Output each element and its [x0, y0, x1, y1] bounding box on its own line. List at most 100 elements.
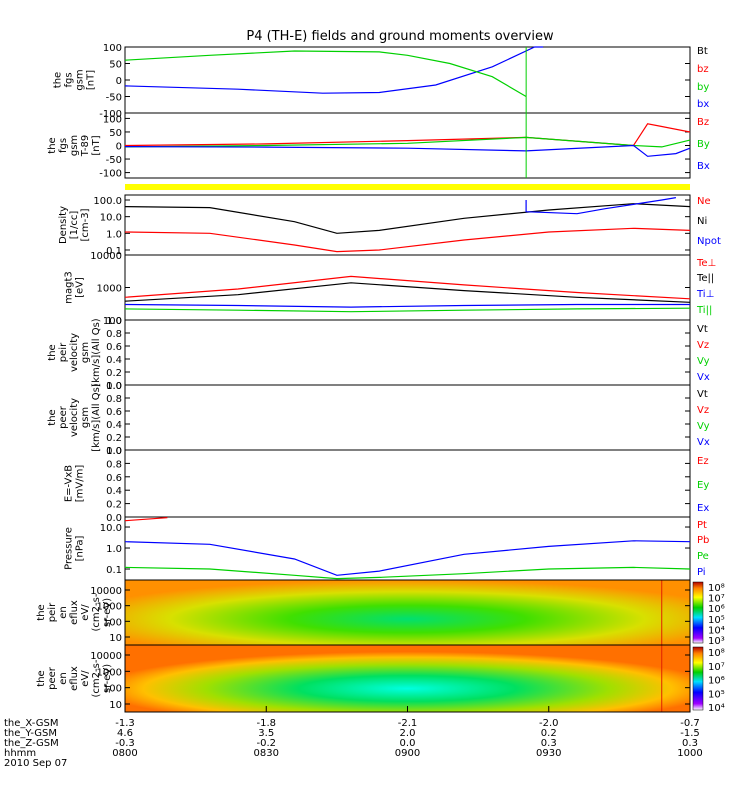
- series-Te||: [124, 282, 691, 303]
- panel-peer: 1.0 0.8 0.6 0.4 0.2 0.0 thepeervelocitygsm[km/…: [47, 381, 710, 457]
- y-axis-label: thepeerenefluxeV/(cm2-s-sr-eV): [36, 659, 113, 697]
- y-tick-label: 1.0: [106, 316, 122, 327]
- colorbar-peer_spec: 10⁸ 10⁷ 10⁶ 10⁵ 10⁴: [692, 646, 725, 714]
- y-axis-label-line: velocity: [69, 333, 80, 372]
- series-Ne: [124, 227, 691, 253]
- y-axis-label-line: E=-VxB: [64, 465, 75, 502]
- y-axis-label-line: [cm-3]: [80, 208, 91, 241]
- y-tick-label: 0.6: [106, 473, 122, 484]
- spectrogram-peer_spec: [125, 645, 690, 712]
- panel-frame: [124, 384, 691, 451]
- colorbar-tick: 10⁷: [708, 594, 725, 605]
- legend-bz: bz: [697, 64, 709, 75]
- panel-fgs: 100 50 0 -50 -100 thefgsgsm[nT] Bt bz by bx: [53, 43, 710, 120]
- y-axis-label-line: the: [53, 72, 64, 88]
- y-tick-label: 50: [109, 60, 122, 71]
- panel-frame: [124, 194, 691, 256]
- y-axis-label-line: eV/: [80, 604, 91, 621]
- y-axis-label-line: eV/: [80, 670, 91, 687]
- y-tick-label: 0.4: [106, 355, 122, 366]
- colorbar-tick: 10⁴: [708, 703, 725, 714]
- series-Ti||: [124, 307, 691, 313]
- y-tick-label: 0.2: [106, 500, 122, 511]
- y-axis-label-line: eflux: [69, 666, 80, 691]
- series-Ni: [124, 203, 691, 234]
- panel-peir_spec: 10⁸10⁷10⁶10⁵10⁴10³10000100010010thepeire…: [36, 579, 725, 647]
- y-axis-label: Pressure[nPa]: [64, 527, 86, 570]
- y-axis-label-line: gsm: [80, 342, 91, 363]
- y-tick-label: 0.6: [106, 407, 122, 418]
- x-row-value: 0930: [536, 748, 561, 759]
- x-row-value: -2.1: [398, 718, 418, 729]
- legend-by: by: [697, 82, 709, 93]
- y-axis-label-line: the: [47, 409, 58, 425]
- panel-peer_spec: 10⁸ 10⁷ 10⁶ 10⁵ 10⁴ 10000 1000 100 10 thepeerenef…: [36, 644, 725, 714]
- y-axis-label: E=-VxB[mV/m]: [64, 465, 86, 503]
- y-axis-label-line: (cm2-s-: [91, 593, 102, 631]
- x-row-label: the_X-GSM: [4, 718, 58, 729]
- colorbar-tick: 10³: [708, 636, 725, 647]
- panel-density: 100.0 10.0 1.0 0.1 Density[1/cc][cm-3] Ne Ni Np…: [58, 194, 721, 257]
- y-tick-label: -50: [106, 155, 122, 166]
- colorbar-tick: 10⁶: [708, 604, 725, 615]
- y-axis-label: thefgsgsm[nT]: [53, 69, 97, 90]
- x-row-value: -0.7: [680, 718, 700, 729]
- legend-Ni: Ni: [697, 216, 707, 227]
- series-Ti⊥: [124, 303, 690, 308]
- legend-Bz: Bz: [697, 117, 709, 128]
- y-tick-label: -100: [99, 109, 122, 120]
- y-tick-label: 0: [116, 142, 122, 153]
- x-row-value: 0.2: [541, 728, 557, 739]
- y-tick-label: 1.0: [106, 381, 122, 392]
- panel-efield: 1.0 0.8 0.6 0.4 0.2 0.0 E=-VxB[mV/m] Ez Ey Ex: [64, 446, 710, 524]
- y-axis-label-line: [nT]: [91, 135, 102, 155]
- y-tick-label: 1.0: [106, 446, 122, 457]
- panel-frame: [124, 449, 691, 518]
- series-Pe: [124, 566, 691, 580]
- colorbar-tick: 10⁸: [708, 648, 725, 659]
- y-tick-label: 100: [103, 43, 122, 54]
- y-axis-label-line: the: [47, 137, 58, 153]
- y-tick-label: 10.0: [100, 523, 122, 534]
- y-axis-label-line: gsm: [75, 69, 86, 90]
- legend-Vy: Vy: [697, 421, 710, 432]
- y-tick-label: 0.0: [106, 381, 122, 392]
- y-axis-label-line: peer: [58, 405, 69, 429]
- y-tick-label: 1.0: [106, 544, 122, 555]
- series-By: [124, 136, 691, 148]
- series-by: [124, 50, 527, 98]
- panel-fgl: 100 50 0 -50 -100 thefgsgsmT-89[nT] Bz By Bx: [47, 112, 710, 180]
- colorbar-tick: 10⁴: [708, 625, 725, 636]
- panel-peir: 1.0 0.8 0.6 0.4 0.2 0.0 thepeirvelocitygsm[km/…: [47, 316, 710, 392]
- x-row-label: the_Y-GSM: [4, 728, 57, 739]
- colorbar-tick: 10⁵: [708, 615, 725, 626]
- legend-Ey: Ey: [697, 480, 709, 491]
- series-Pi: [124, 540, 691, 576]
- y-axis-label-line: sr-eV): [102, 598, 113, 627]
- panel-frame: [124, 516, 691, 581]
- y-axis-label-line: magt3: [64, 271, 75, 304]
- y-tick-label: 1000: [97, 284, 122, 295]
- panel-pressure: 10.0 1.0 0.1 Pressure[nPa] Pt Pb Pe Pi: [64, 516, 709, 581]
- y-axis-label-line: Density: [58, 206, 69, 244]
- y-tick-label: 10: [109, 700, 122, 711]
- y-tick-label: 0.1: [106, 565, 122, 576]
- y-tick-label: 10: [109, 633, 122, 644]
- y-axis-label: Density[1/cc][cm-3]: [58, 206, 91, 244]
- legend-Pt: Pt: [697, 520, 707, 531]
- series-bx: [124, 46, 544, 94]
- x-row-value: 0830: [254, 748, 279, 759]
- date-label: 2010 Sep 07: [4, 758, 67, 769]
- y-axis-label-line: sr-eV): [102, 664, 113, 693]
- y-tick-label: -50: [106, 93, 122, 104]
- y-axis-label-line: [km/s](All Qs): [91, 318, 102, 386]
- y-axis-label-line: the: [36, 670, 47, 686]
- y-axis-label-line: gsm: [69, 135, 80, 156]
- legend-Vx: Vx: [697, 437, 710, 448]
- y-axis-label-line: [1/cc]: [69, 211, 80, 240]
- y-axis-label-line: en: [58, 606, 69, 619]
- y-axis-label-line: eflux: [69, 600, 80, 625]
- y-tick-label: 10000: [90, 586, 122, 597]
